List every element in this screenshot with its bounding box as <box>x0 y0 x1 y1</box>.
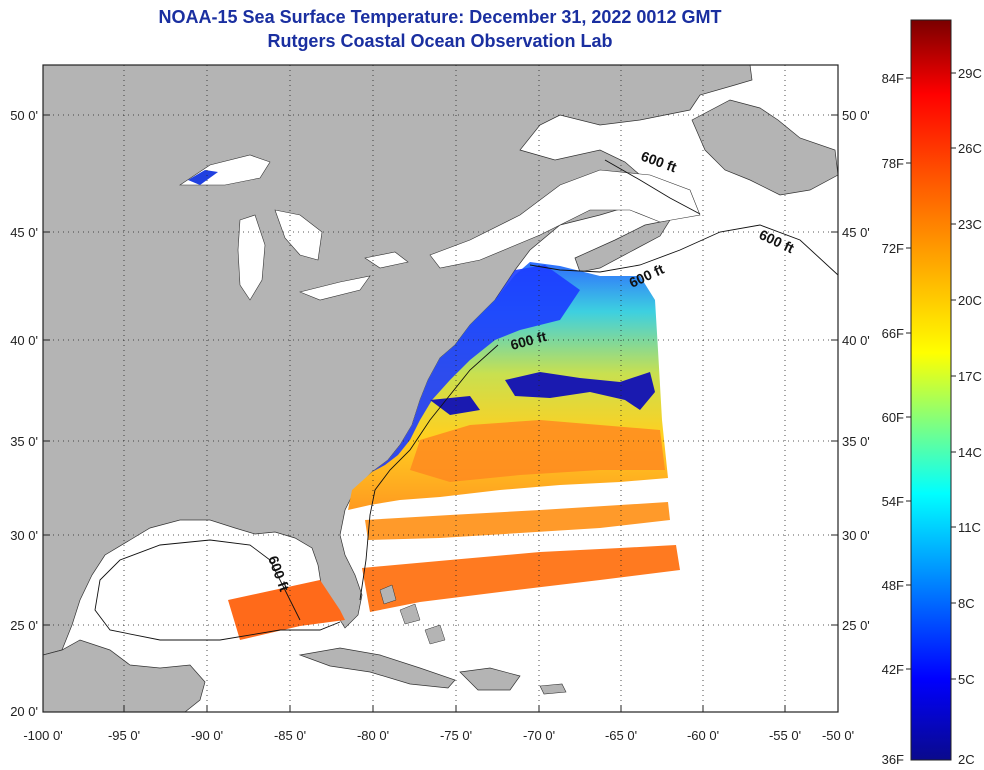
cb-f-72: 72F <box>882 241 904 256</box>
lon-label-50: -50 0' <box>822 728 854 743</box>
cb-f-66: 66F <box>882 326 904 341</box>
lon-label-55: -55 0' <box>769 728 801 743</box>
cb-c-29: 29C <box>958 66 982 81</box>
lat-label-right-25: 25 0' <box>842 618 870 633</box>
lon-label-85: -85 0' <box>274 728 306 743</box>
lon-label-65: -65 0' <box>605 728 637 743</box>
cb-f-84: 84F <box>882 71 904 86</box>
landmass-bahamas <box>379 584 446 645</box>
cb-f-78: 78F <box>882 156 904 171</box>
landmass-nova-scotia <box>574 219 671 273</box>
lat-label-right-30: 30 0' <box>842 528 870 543</box>
sst-swath-gulf <box>228 580 345 640</box>
landmass-hispaniola <box>459 667 521 691</box>
cb-c-8: 8C <box>958 596 975 611</box>
sst-gulf-stream <box>410 420 665 482</box>
cb-c-23: 23C <box>958 217 982 232</box>
lat-label-35: 35 0' <box>10 434 38 449</box>
sst-swath-strip-south <box>365 502 670 540</box>
landmass-puerto-rico <box>539 683 567 695</box>
cb-c-17: 17C <box>958 369 982 384</box>
map-subtitle: Rutgers Coastal Ocean Observation Lab <box>267 31 613 51</box>
latitude-labels-right: 50 0' 45 0' 40 0' 35 0' 30 0' 25 0' <box>842 108 870 633</box>
landmass-yucatan <box>43 639 206 712</box>
lat-label-45: 45 0' <box>10 225 38 240</box>
lat-label-40: 40 0' <box>10 333 38 348</box>
sst-cold-eddies <box>430 372 655 415</box>
cb-f-36: 36F <box>882 752 904 767</box>
colorbar-ticks <box>906 72 956 680</box>
colorbar-fahrenheit-labels: 84F 78F 72F 66F 60F 54F 48F 42F 36F <box>882 71 904 767</box>
cb-c-11: 11C <box>958 520 981 535</box>
sst-cold-shelf-water <box>372 265 580 472</box>
cb-f-48: 48F <box>882 578 904 593</box>
map-title: NOAA-15 Sea Surface Temperature: Decembe… <box>158 7 722 27</box>
cb-c-26: 26C <box>958 141 982 156</box>
cb-c-14: 14C <box>958 445 982 460</box>
lon-label-75: -75 0' <box>440 728 472 743</box>
color-scale-bar <box>910 19 952 761</box>
latitude-labels: 50 0' 45 0' 40 0' 35 0' 30 0' 25 0' 20 0… <box>10 108 38 719</box>
landmass-cuba <box>298 647 456 689</box>
lat-label-20: 20 0' <box>10 704 38 719</box>
lat-label-right-45: 45 0' <box>842 225 870 240</box>
landmass-newfoundland <box>691 99 838 196</box>
lon-label-60: -60 0' <box>687 728 719 743</box>
lon-label-80: -80 0' <box>357 728 389 743</box>
plot-frame <box>42 64 839 713</box>
cb-c-5: 5C <box>958 672 975 687</box>
lon-label-90: -90 0' <box>191 728 223 743</box>
cb-f-42: 42F <box>882 662 904 677</box>
cb-c-20: 20C <box>958 293 982 308</box>
lat-label-right-50: 50 0' <box>842 108 870 123</box>
cb-c-2: 2C <box>958 752 975 767</box>
lon-label-95: -95 0' <box>108 728 140 743</box>
lat-label-30: 30 0' <box>10 528 38 543</box>
cb-f-54: 54F <box>882 494 904 509</box>
lake-superior-sst <box>188 170 218 185</box>
longitude-labels: -100 0' -95 0' -90 0' -85 0' -80 0' -75 … <box>23 728 854 743</box>
lat-label-right-40: 40 0' <box>842 333 870 348</box>
gulf-st-lawrence <box>429 169 701 269</box>
lat-label-50: 50 0' <box>10 108 38 123</box>
lon-label-100: -100 0' <box>23 728 62 743</box>
sst-swath-bahamas <box>362 545 680 612</box>
isobath-600ft-lines <box>94 159 838 641</box>
lon-label-70: -70 0' <box>523 728 555 743</box>
colorbar-celsius-labels: 29C 26C 23C 20C 17C 14C 11C 8C 5C 2C <box>958 66 982 767</box>
cb-f-60: 60F <box>882 410 904 425</box>
lat-label-25: 25 0' <box>10 618 38 633</box>
lat-label-right-35: 35 0' <box>842 434 870 449</box>
axis-ticks <box>43 114 838 712</box>
